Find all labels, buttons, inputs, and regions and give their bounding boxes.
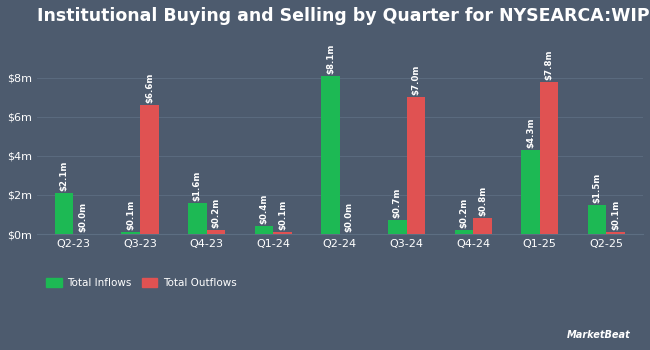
Text: $2.1m: $2.1m [60, 161, 69, 191]
Bar [207, 230, 226, 234]
Text: $0.4m: $0.4m [259, 194, 268, 224]
Bar [473, 218, 492, 234]
Text: $1.5m: $1.5m [593, 173, 602, 203]
Bar [606, 232, 625, 234]
Legend: Total Inflows, Total Outflows: Total Inflows, Total Outflows [42, 274, 240, 293]
Bar [273, 232, 292, 234]
Bar [388, 220, 406, 234]
Text: $7.0m: $7.0m [411, 65, 421, 95]
Text: $0.8m: $0.8m [478, 186, 487, 216]
Bar [255, 226, 273, 234]
Text: $0.1m: $0.1m [278, 200, 287, 230]
Bar [406, 97, 425, 234]
Bar [55, 193, 73, 234]
Text: $1.6m: $1.6m [193, 170, 202, 201]
Text: $4.3m: $4.3m [526, 118, 535, 148]
Bar [122, 232, 140, 234]
Bar [521, 150, 540, 234]
Text: $7.8m: $7.8m [545, 49, 554, 80]
Bar [454, 230, 473, 234]
Text: $0.2m: $0.2m [460, 198, 469, 228]
Text: MarketBeat: MarketBeat [567, 329, 630, 340]
Text: $8.1m: $8.1m [326, 43, 335, 74]
Text: $0.2m: $0.2m [211, 198, 220, 228]
Text: $0.0m: $0.0m [344, 202, 354, 232]
Bar [321, 76, 340, 234]
Bar [188, 203, 207, 234]
Text: $6.6m: $6.6m [145, 73, 154, 103]
Bar [540, 82, 558, 234]
Text: Institutional Buying and Selling by Quarter for NYSEARCA:WIP: Institutional Buying and Selling by Quar… [37, 7, 649, 25]
Bar [140, 105, 159, 234]
Text: $0.7m: $0.7m [393, 188, 402, 218]
Text: $0.1m: $0.1m [611, 200, 620, 230]
Text: $0.0m: $0.0m [78, 202, 87, 232]
Text: $0.1m: $0.1m [126, 200, 135, 230]
Bar [588, 205, 606, 234]
